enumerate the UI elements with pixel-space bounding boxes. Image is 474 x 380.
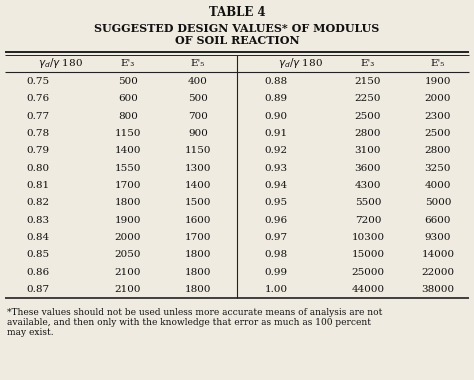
Text: 1800: 1800 [185, 268, 211, 277]
Text: 700: 700 [188, 112, 208, 121]
Text: 0.87: 0.87 [27, 285, 50, 294]
Text: 0.77: 0.77 [27, 112, 50, 121]
Text: 400: 400 [188, 77, 208, 86]
Text: 1150: 1150 [185, 146, 211, 155]
Text: 600: 600 [118, 95, 138, 103]
Text: 2000: 2000 [115, 233, 141, 242]
Text: 0.99: 0.99 [264, 268, 288, 277]
Text: 1700: 1700 [185, 233, 211, 242]
Text: 9300: 9300 [425, 233, 451, 242]
Text: 800: 800 [118, 112, 138, 121]
Text: E'₅: E'₅ [431, 59, 445, 68]
Text: 0.76: 0.76 [27, 95, 50, 103]
Text: 0.96: 0.96 [264, 215, 288, 225]
Text: 1550: 1550 [115, 164, 141, 173]
Text: 22000: 22000 [421, 268, 455, 277]
Text: 2300: 2300 [425, 112, 451, 121]
Text: $\gamma_d/\gamma$ 180: $\gamma_d/\gamma$ 180 [38, 56, 83, 70]
Text: 3100: 3100 [355, 146, 381, 155]
Text: 1800: 1800 [185, 285, 211, 294]
Text: SUGGESTED DESIGN VALUES* OF MODULUS: SUGGESTED DESIGN VALUES* OF MODULUS [94, 22, 380, 33]
Text: 2000: 2000 [425, 95, 451, 103]
Text: 500: 500 [188, 95, 208, 103]
Text: 15000: 15000 [351, 250, 384, 259]
Text: 0.91: 0.91 [264, 129, 288, 138]
Text: 38000: 38000 [421, 285, 455, 294]
Text: 3600: 3600 [355, 164, 381, 173]
Text: 0.93: 0.93 [264, 164, 288, 173]
Text: 2100: 2100 [115, 285, 141, 294]
Text: E'₅: E'₅ [191, 59, 205, 68]
Text: 0.79: 0.79 [27, 146, 50, 155]
Text: 1400: 1400 [115, 146, 141, 155]
Text: 900: 900 [188, 129, 208, 138]
Text: 2800: 2800 [425, 146, 451, 155]
Text: 7200: 7200 [355, 215, 381, 225]
Text: 500: 500 [118, 77, 138, 86]
Text: 0.94: 0.94 [264, 181, 288, 190]
Text: 1800: 1800 [115, 198, 141, 207]
Text: 3250: 3250 [425, 164, 451, 173]
Text: 1700: 1700 [115, 181, 141, 190]
Text: 0.88: 0.88 [264, 77, 288, 86]
Text: 4300: 4300 [355, 181, 381, 190]
Text: *These values should not be used unless more accurate means of analysis are not: *These values should not be used unless … [7, 308, 383, 317]
Text: 0.98: 0.98 [264, 250, 288, 259]
Text: available, and then only with the knowledge that error as much as 100 percent: available, and then only with the knowle… [7, 318, 371, 327]
Text: 0.95: 0.95 [264, 198, 288, 207]
Text: 1800: 1800 [185, 250, 211, 259]
Text: 2800: 2800 [355, 129, 381, 138]
Text: 2100: 2100 [115, 268, 141, 277]
Text: 4000: 4000 [425, 181, 451, 190]
Text: 0.80: 0.80 [27, 164, 50, 173]
Text: $\gamma_d/\gamma$ 180: $\gamma_d/\gamma$ 180 [278, 56, 323, 70]
Text: 2050: 2050 [115, 250, 141, 259]
Text: 44000: 44000 [351, 285, 384, 294]
Text: 5500: 5500 [355, 198, 381, 207]
Text: 1.00: 1.00 [264, 285, 288, 294]
Text: E'₃: E'₃ [361, 59, 375, 68]
Text: 1500: 1500 [185, 198, 211, 207]
Text: 14000: 14000 [421, 250, 455, 259]
Text: TABLE 4: TABLE 4 [209, 5, 265, 19]
Text: 2500: 2500 [425, 129, 451, 138]
Text: 0.75: 0.75 [27, 77, 50, 86]
Text: 0.83: 0.83 [27, 215, 50, 225]
Text: 0.90: 0.90 [264, 112, 288, 121]
Text: 0.81: 0.81 [27, 181, 50, 190]
Text: 2500: 2500 [355, 112, 381, 121]
Text: 1150: 1150 [115, 129, 141, 138]
Text: OF SOIL REACTION: OF SOIL REACTION [175, 35, 299, 46]
Text: 0.92: 0.92 [264, 146, 288, 155]
Text: 0.78: 0.78 [27, 129, 50, 138]
Text: 10300: 10300 [351, 233, 384, 242]
Text: 1900: 1900 [115, 215, 141, 225]
Text: 6600: 6600 [425, 215, 451, 225]
Text: 1900: 1900 [425, 77, 451, 86]
Text: 1400: 1400 [185, 181, 211, 190]
Text: 0.97: 0.97 [264, 233, 288, 242]
Text: 0.82: 0.82 [27, 198, 50, 207]
Text: 1600: 1600 [185, 215, 211, 225]
Text: 0.86: 0.86 [27, 268, 50, 277]
Text: may exist.: may exist. [7, 328, 54, 337]
Text: 25000: 25000 [351, 268, 384, 277]
Text: 5000: 5000 [425, 198, 451, 207]
Text: 0.85: 0.85 [27, 250, 50, 259]
Text: 0.84: 0.84 [27, 233, 50, 242]
Text: 0.89: 0.89 [264, 95, 288, 103]
Text: 2150: 2150 [355, 77, 381, 86]
Text: E'₃: E'₃ [121, 59, 135, 68]
Text: 1300: 1300 [185, 164, 211, 173]
Text: 2250: 2250 [355, 95, 381, 103]
